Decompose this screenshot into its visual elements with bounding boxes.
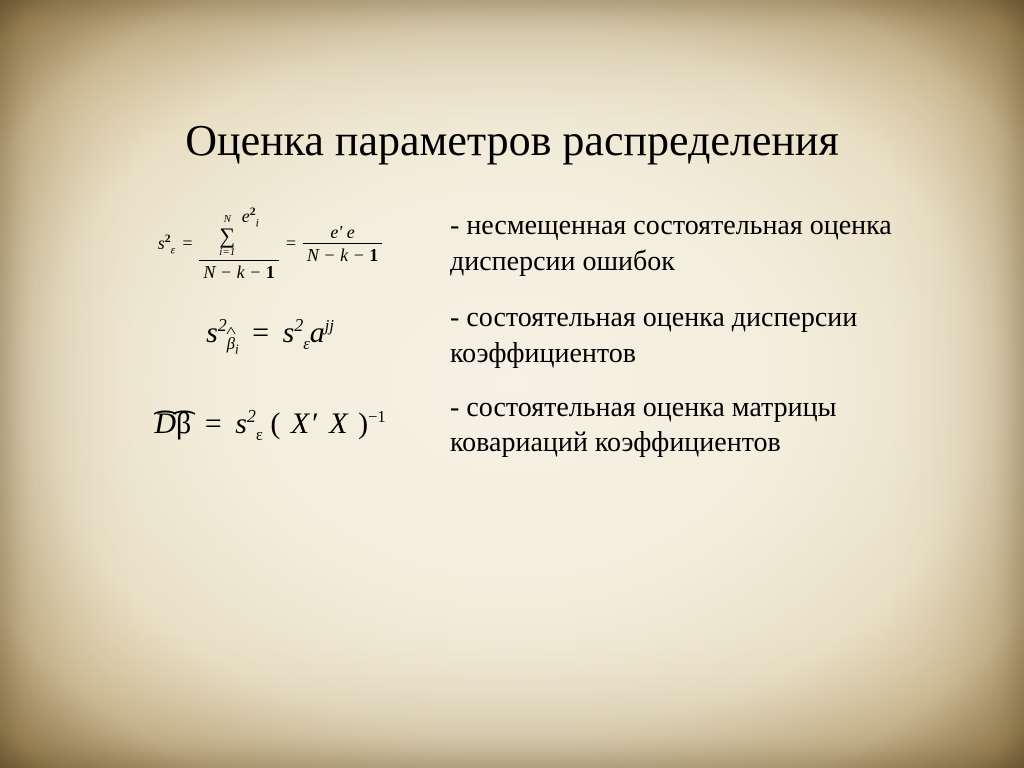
f1-den2-m2: −	[353, 245, 365, 265]
formula-variance-errors: s2ε = N ∑ i=1 e2i N −	[100, 206, 440, 282]
f2-eq: =	[252, 316, 269, 349]
formula-covariance-matrix: Dβ = s2ε ( X′ X )−1	[100, 407, 440, 444]
f3-rhs-sub: ε	[256, 425, 263, 444]
f2-lhs-sub-i: i	[235, 341, 239, 356]
f1-frac1-den: N − k − 1	[199, 263, 278, 282]
f1-den-m1: −	[220, 262, 232, 282]
f1-frac2-den: N − k − 1	[303, 246, 382, 265]
f3-X2: X	[329, 407, 347, 440]
f1-den2-k: k	[340, 245, 348, 265]
content-grid: s2ε = N ∑ i=1 e2i N −	[100, 206, 934, 461]
desc-variance-errors: - несмещенная состоятельная оценка диспе…	[450, 208, 934, 280]
f1-e: e	[242, 206, 250, 226]
f3-prime: ′	[312, 407, 319, 440]
f2-rhs-s: s	[283, 316, 295, 349]
f2-rhs-a-sup: jj	[325, 316, 334, 335]
f2-lhs-s: s	[206, 316, 218, 349]
desc-variance-coefficients: - состоятельная оценка дисперсии коэффиц…	[450, 300, 934, 372]
f1-den-1: 1	[266, 262, 275, 282]
f1-den2-m1: −	[323, 245, 335, 265]
f3-beta-hat: β	[176, 409, 191, 439]
f1-sum-lower: i=1	[219, 247, 235, 258]
f1-sigma-block: N ∑ i=1	[219, 214, 235, 258]
f1-frac2: e′ e N − k − 1	[303, 223, 382, 266]
f3-rhs-sup: 2	[247, 406, 256, 426]
sigma-icon: ∑	[219, 225, 235, 247]
f2-rhs-sup: 2	[294, 315, 303, 335]
f2-beta-hat: β	[227, 334, 235, 354]
f1-sum-term: e2i	[242, 206, 259, 226]
f3-rhs-s: s	[235, 407, 247, 440]
f3-paren-close: )	[358, 407, 368, 440]
f1-lhs-base: s	[158, 233, 165, 253]
f3-eq: =	[205, 407, 222, 440]
f1-eq2: =	[285, 233, 297, 254]
f1-frac2-num: e′ e	[326, 223, 358, 242]
f1-frac1-num: N ∑ i=1 e2i	[215, 206, 263, 258]
f2-rhs-a: a	[310, 316, 325, 349]
f1-lhs-sub: ε	[171, 243, 176, 256]
f1-den-m2: −	[249, 262, 261, 282]
f1-den-k: k	[237, 262, 245, 282]
f2-lhs-sub: βi	[227, 334, 239, 353]
f1-den2-1: 1	[369, 245, 378, 265]
f1-den2-N: N	[307, 245, 319, 265]
f1-e-sub: i	[256, 217, 259, 230]
f2-rhs-sub: ε	[303, 334, 310, 353]
desc-covariance-matrix: - состоятельная оценка матрицы ковариаци…	[450, 390, 934, 462]
slide: Оценка параметров распределения s2ε = N …	[0, 0, 1024, 768]
f3-paren-open: (	[270, 407, 280, 440]
formula-variance-coefficients: s2βi = s2εajj	[100, 315, 440, 357]
f1-den-N: N	[203, 262, 215, 282]
f1-eq1: =	[181, 233, 193, 254]
f3-neg1: −1	[368, 407, 386, 426]
f3-X1: X	[291, 407, 309, 440]
f1-frac1: N ∑ i=1 e2i N − k − 1	[199, 206, 278, 282]
slide-title: Оценка параметров распределения	[70, 115, 954, 166]
